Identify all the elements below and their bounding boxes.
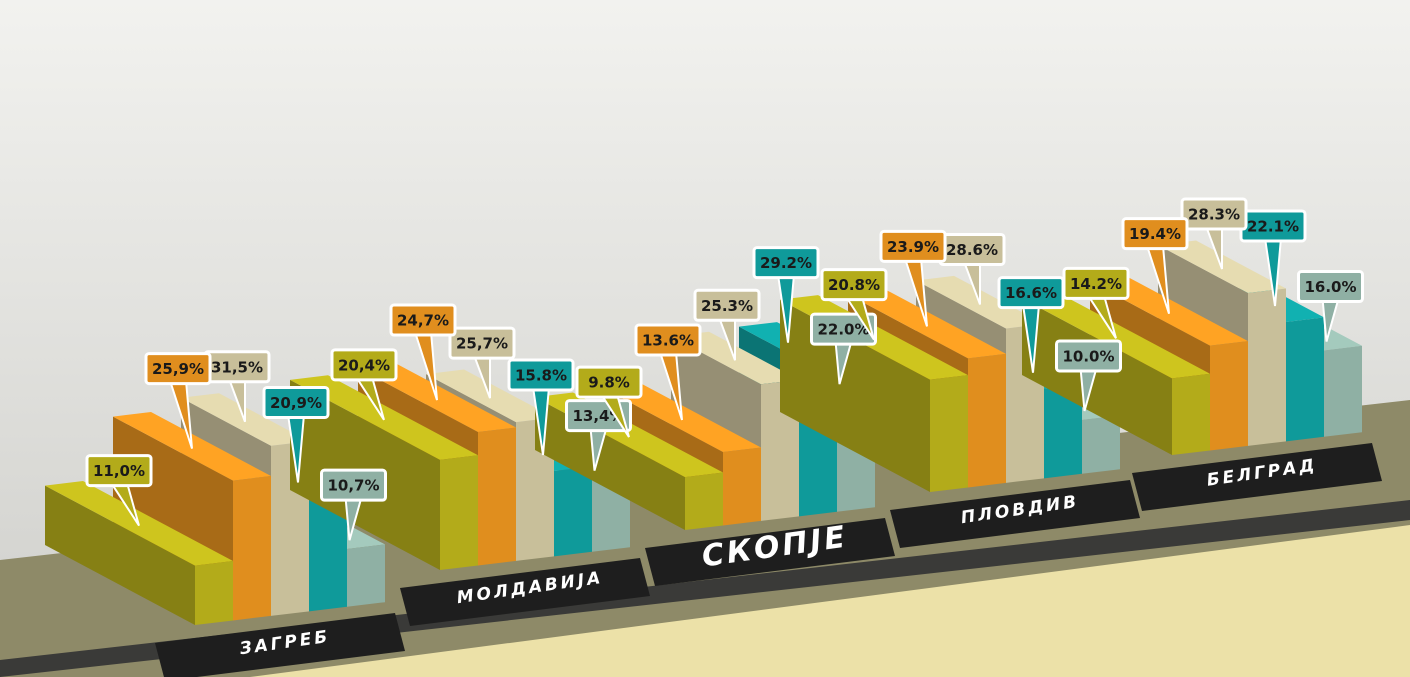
value-label: 25,7% xyxy=(456,335,508,353)
value-label: 24,7% xyxy=(397,312,449,330)
bar xyxy=(723,447,761,525)
bar xyxy=(1210,341,1248,450)
value-label: 11,0% xyxy=(93,462,145,480)
value-label: 10.0% xyxy=(1062,347,1114,365)
value-label: 20.8% xyxy=(828,276,880,294)
value-label: 16.0% xyxy=(1304,278,1356,296)
value-label: 28.6% xyxy=(946,241,998,259)
value-label: 10,7% xyxy=(327,477,379,495)
value-label: 25,9% xyxy=(152,360,204,378)
bar xyxy=(554,466,592,556)
bar xyxy=(968,354,1006,488)
bar xyxy=(685,473,723,530)
value-label: 15.8% xyxy=(515,367,567,385)
value-label: 9.8% xyxy=(588,374,630,392)
value-label: 13.6% xyxy=(642,332,694,350)
value-label: 29.2% xyxy=(760,254,812,272)
bar xyxy=(440,455,478,570)
bar xyxy=(1248,289,1286,446)
value-label: 20,9% xyxy=(270,394,322,412)
bar xyxy=(1172,374,1210,455)
value-label: 19.4% xyxy=(1129,225,1181,243)
value-label: 31,5% xyxy=(211,358,263,376)
value-label: 20,4% xyxy=(338,356,390,374)
chart: ЗАГРЕБМОЛДАВИЈАСКОПЈЕПЛОВДИВБЕЛГРАД 10,7… xyxy=(0,0,1410,677)
bar xyxy=(1324,346,1362,437)
value-label: 22.0% xyxy=(817,321,869,339)
value-label: 25.3% xyxy=(701,297,753,315)
bar xyxy=(195,561,233,625)
value-label: 23.9% xyxy=(887,238,939,256)
value-label: 16.6% xyxy=(1005,284,1057,302)
value-label: 22.1% xyxy=(1247,217,1299,235)
value-label: 14.2% xyxy=(1070,275,1122,293)
bar xyxy=(478,428,516,566)
bar xyxy=(233,476,271,620)
bar xyxy=(347,544,385,606)
value-label: 28.3% xyxy=(1188,206,1240,224)
bar xyxy=(930,375,968,492)
bar xyxy=(1286,317,1324,441)
